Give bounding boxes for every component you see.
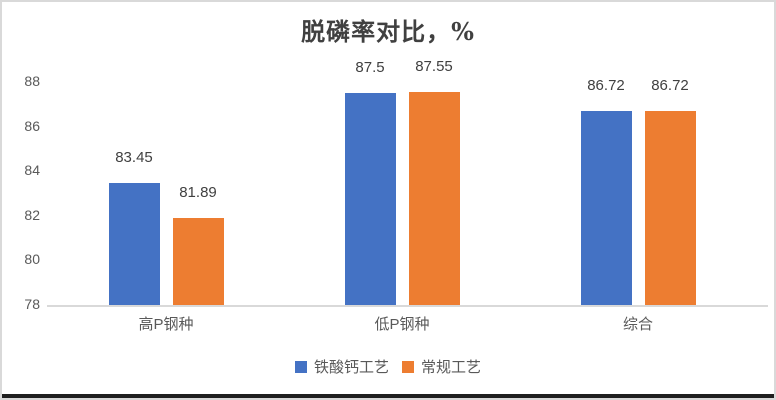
bottom-divider bbox=[2, 394, 774, 398]
y-tick-label: 78 bbox=[24, 296, 40, 312]
bar-ferrite-process-1 bbox=[108, 183, 160, 305]
value-label-ferrite-process-2: 87.5 bbox=[355, 59, 385, 77]
legend-swatch-conventional-process bbox=[402, 360, 414, 373]
y-tick-label: 84 bbox=[24, 162, 40, 179]
category-label-2: 低P钢种 bbox=[374, 316, 430, 333]
legend-item-ferrite-process: 铁酸钙工艺 bbox=[294, 356, 389, 377]
y-tick-label: 80 bbox=[24, 251, 40, 268]
value-label-ferrite-process-1: 83.45 bbox=[115, 149, 153, 167]
y-tick-label: 86 bbox=[24, 117, 40, 134]
bar-ferrite-process-3 bbox=[580, 110, 632, 305]
category-label-1: 高P钢种 bbox=[138, 316, 194, 333]
legend-item-conventional-process: 常规工艺 bbox=[402, 356, 481, 377]
bar-conventional-process-3 bbox=[644, 110, 696, 305]
legend-label-ferrite-process: 铁酸钙工艺 bbox=[313, 359, 389, 376]
value-label-conventional-process-1: 81.89 bbox=[179, 184, 217, 202]
value-label-conventional-process-3: 86.72 bbox=[651, 76, 689, 94]
legend: 铁酸钙工艺 常规工艺 bbox=[2, 356, 774, 377]
bar-conventional-process-2 bbox=[408, 92, 460, 305]
category-label-3: 综合 bbox=[622, 316, 653, 333]
value-label-conventional-process-2: 87.55 bbox=[415, 58, 453, 76]
value-label-ferrite-process-3: 86.72 bbox=[587, 76, 625, 94]
bar-ferrite-process-2 bbox=[344, 93, 396, 305]
y-tick-label: 88 bbox=[24, 73, 40, 89]
chart-title: 脱磷率对比，% bbox=[301, 17, 475, 46]
legend-swatch-ferrite-process bbox=[294, 360, 307, 373]
bar-conventional-process-1 bbox=[172, 218, 224, 305]
legend-label-conventional-process: 常规工艺 bbox=[421, 359, 482, 376]
y-tick-label: 82 bbox=[24, 206, 40, 223]
x-axis-line bbox=[47, 305, 768, 307]
